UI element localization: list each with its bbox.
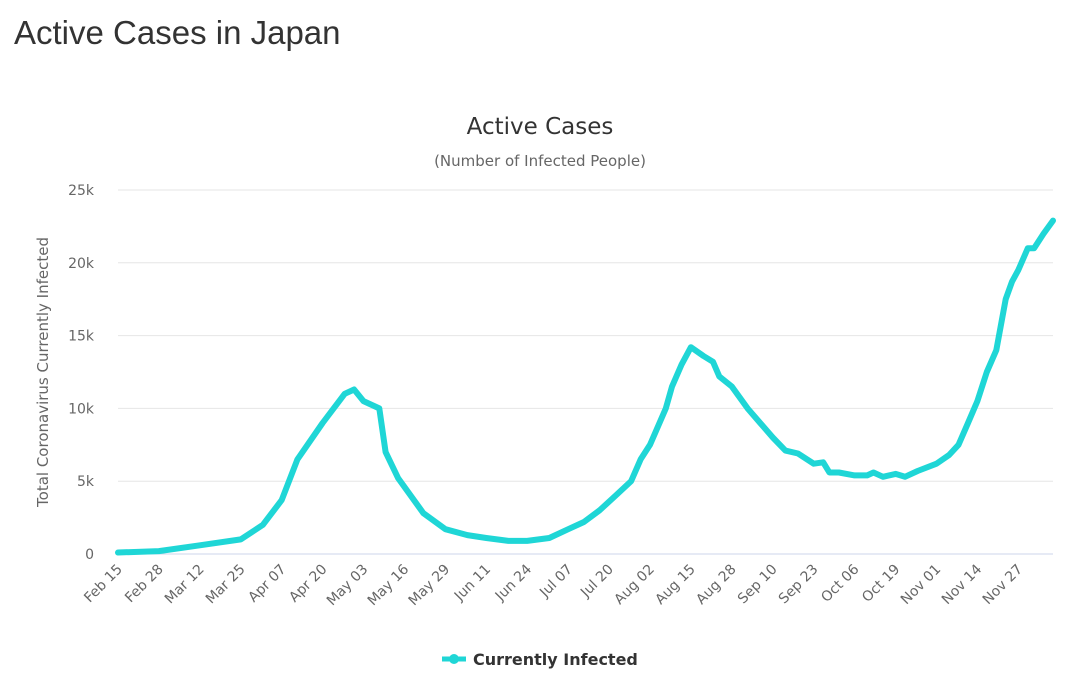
chart-subtitle: (Number of Infected People) — [434, 152, 646, 170]
x-tick-label: Jul 20 — [577, 562, 617, 602]
x-tick-label: Mar 25 — [203, 562, 249, 608]
x-tick-label: Nov 14 — [939, 561, 985, 607]
y-tick-label: 10k — [68, 401, 95, 417]
y-axis-label: Total Coronavirus Currently Infected — [34, 237, 52, 508]
x-tick-label: May 03 — [324, 562, 372, 610]
chart-title: Active Cases — [467, 114, 614, 140]
series-line-currently-infected — [115, 217, 1056, 556]
legend-item-currently-infected[interactable]: Currently Infected — [442, 650, 638, 669]
x-tick-label: Aug 02 — [611, 562, 657, 608]
x-tick-label: Aug 28 — [693, 562, 739, 608]
x-tick-label: Feb 28 — [122, 562, 167, 607]
x-tick-label: Jun 24 — [492, 561, 535, 604]
y-tick-label: 20k — [68, 256, 95, 272]
page-title: Active Cases in Japan — [14, 14, 341, 51]
y-tick-label: 25k — [68, 183, 95, 199]
x-tick-label: Oct 19 — [859, 562, 903, 606]
y-tick-label: 15k — [68, 329, 95, 345]
x-tick-label: Apr 07 — [245, 562, 289, 606]
x-tick-label: Mar 12 — [162, 562, 208, 608]
y-tick-label: 0 — [85, 547, 94, 563]
x-tick-label: Oct 06 — [818, 561, 862, 605]
y-tick-label: 5k — [77, 474, 95, 490]
x-tick-label: Feb 15 — [81, 562, 126, 607]
x-tick-label: Nov 27 — [980, 562, 1026, 608]
legend-marker — [449, 654, 459, 664]
x-tick-label: May 16 — [365, 561, 413, 609]
x-tick-label: Aug 15 — [652, 562, 698, 608]
x-tick-label: May 29 — [406, 562, 454, 610]
legend-label: Currently Infected — [473, 650, 638, 669]
x-tick-label: Nov 01 — [898, 562, 944, 608]
x-tick-label: Jul 07 — [536, 562, 576, 602]
x-tick-label: Sep 23 — [776, 562, 822, 608]
x-tick-label: Sep 10 — [735, 562, 781, 608]
x-tick-label: Jun 11 — [451, 562, 494, 605]
